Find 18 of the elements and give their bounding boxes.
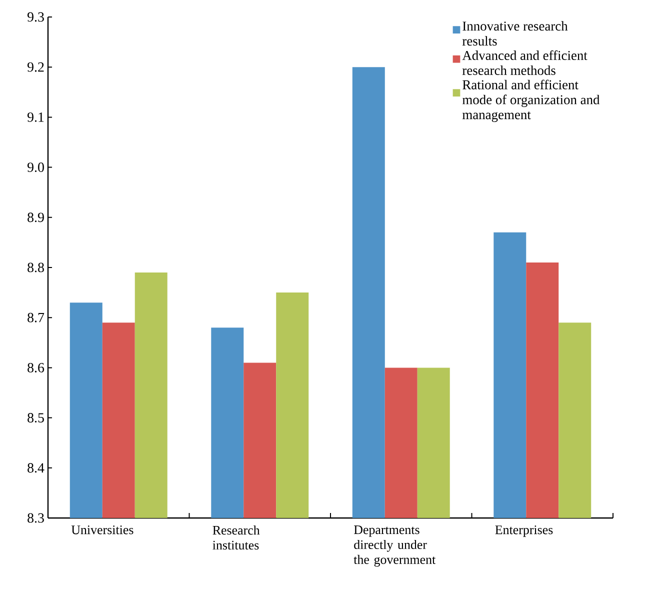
y-tick-label: 8.4 [28,463,44,473]
y-tick-label: 9.2 [28,62,44,72]
x-tick-label: Enterprises [495,526,553,537]
y-tick-label: 8.8 [28,262,44,272]
legend-label: Rational and efficient mode of organization and management [462,80,600,122]
y-tick-label: 9.1 [28,112,44,122]
y-tick-label: 8.3 [28,513,44,523]
y-tick-label: 8.7 [28,312,44,322]
y-tick-label: 8.5 [28,413,44,423]
legend-label: Innovative research results [462,21,568,46]
x-tick-label: Research institutes [212,526,260,550]
y-tick-label: 8.9 [28,212,44,222]
y-tick-label: 9.0 [28,162,44,172]
y-tick-label: 8.6 [28,362,44,372]
x-tick-label: Universities [71,526,134,534]
legend-label: Advanced and efficient research methods [462,50,588,75]
x-tick-label: Departments directly under the government [354,526,436,567]
y-tick-label: 9.3 [28,12,44,22]
